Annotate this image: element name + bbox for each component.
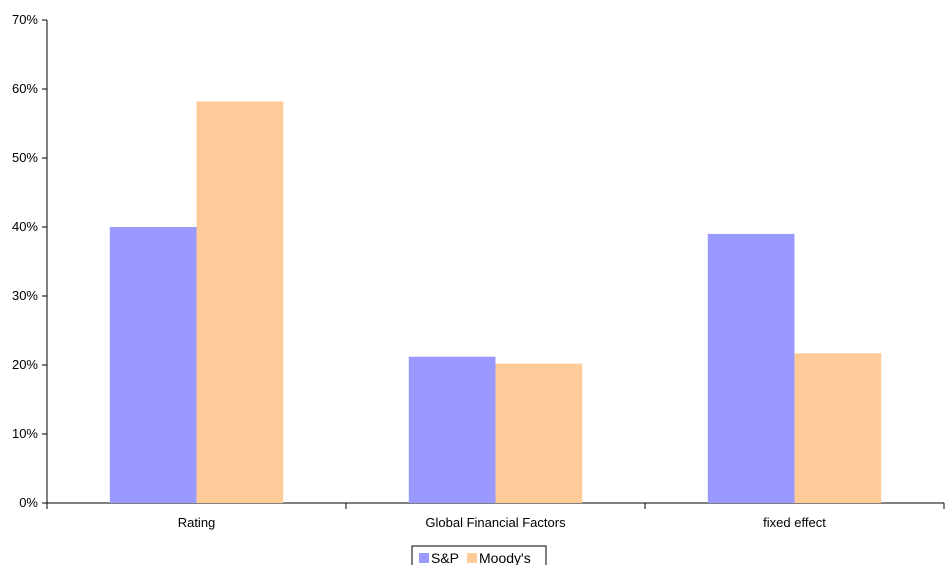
- x-tick-label: Rating: [178, 515, 216, 530]
- y-tick-label: 30%: [12, 288, 38, 303]
- y-axis: 0% 10% 20% 30% 40% 50% 60% 70%: [12, 12, 48, 510]
- bar-sp: [109, 227, 197, 503]
- bars: [109, 101, 882, 504]
- legend-box: [411, 545, 547, 565]
- legend: S&P Moody's: [411, 545, 547, 565]
- x-tick-label: Global Financial Factors: [425, 515, 566, 530]
- legend-swatch: [419, 553, 429, 563]
- y-tick-label: 70%: [12, 12, 38, 27]
- legend-label: S&P: [431, 550, 459, 565]
- legend-label: Moody's: [479, 550, 531, 565]
- bar-moodys: [196, 101, 284, 504]
- bar-moodys: [495, 363, 583, 503]
- bar-sp: [408, 356, 496, 503]
- y-tick-label: 60%: [12, 81, 38, 96]
- y-tick-label: 40%: [12, 219, 38, 234]
- x-tick-label: fixed effect: [763, 515, 826, 530]
- y-tick-label: 0%: [19, 495, 38, 510]
- x-axis: Rating Global Financial Factors fixed effe…: [46, 502, 945, 530]
- y-tick-label: 50%: [12, 150, 38, 165]
- bar-moodys: [794, 353, 882, 503]
- bar-sp: [707, 233, 795, 503]
- y-tick-label: 10%: [12, 426, 38, 441]
- legend-swatch: [467, 553, 478, 563]
- y-tick-label: 20%: [12, 357, 38, 372]
